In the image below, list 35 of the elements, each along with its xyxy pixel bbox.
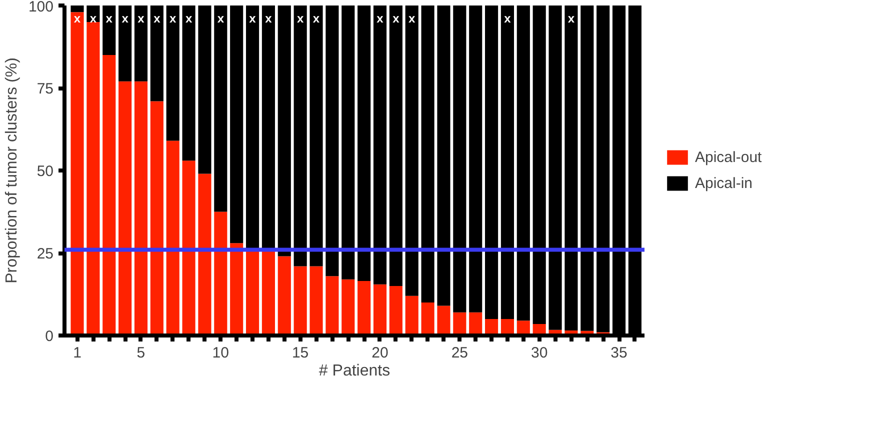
legend-label: Apical-out [695, 148, 762, 166]
y-axis-title: Proportion of tumor clusters (%) [3, 58, 20, 284]
annotation: x [74, 12, 81, 26]
y-tick-label: 100 [28, 0, 54, 16]
legend-label: Apical-in [695, 174, 753, 192]
x-tick-label: 30 [530, 344, 548, 362]
y-tick-label: 50 [36, 163, 54, 180]
annotation: x [249, 12, 256, 26]
x-tick-label: 1 [73, 344, 82, 362]
annotation: x [296, 12, 304, 26]
x-axis-title: # Patients [318, 362, 390, 380]
annotation: x [170, 12, 177, 26]
y-tick-label: 75 [36, 80, 54, 98]
annotation: x [90, 12, 97, 26]
x-tick-label: 10 [212, 344, 229, 362]
annotation: x [568, 12, 575, 26]
annotation: x [138, 12, 145, 26]
annotation: x [376, 12, 384, 26]
annotation: x [106, 12, 113, 26]
x-tick-label: 15 [292, 344, 309, 362]
x-tick-label: 5 [136, 344, 146, 362]
annotation: x [312, 12, 320, 26]
annotation: x [408, 12, 416, 26]
annotation: x [185, 12, 192, 26]
annotation: x [217, 12, 224, 26]
annotation: x [154, 12, 161, 26]
y-tick-label: 25 [36, 246, 54, 262]
x-tick-label: 25 [451, 344, 468, 362]
annotation: x [392, 12, 400, 26]
y-tick-label: 0 [45, 328, 54, 345]
x-tick-label: 35 [610, 344, 628, 362]
annotation: x [265, 12, 272, 26]
annotation: x [122, 12, 129, 26]
x-tick-label: 20 [372, 344, 388, 362]
annotation: x [504, 12, 512, 26]
